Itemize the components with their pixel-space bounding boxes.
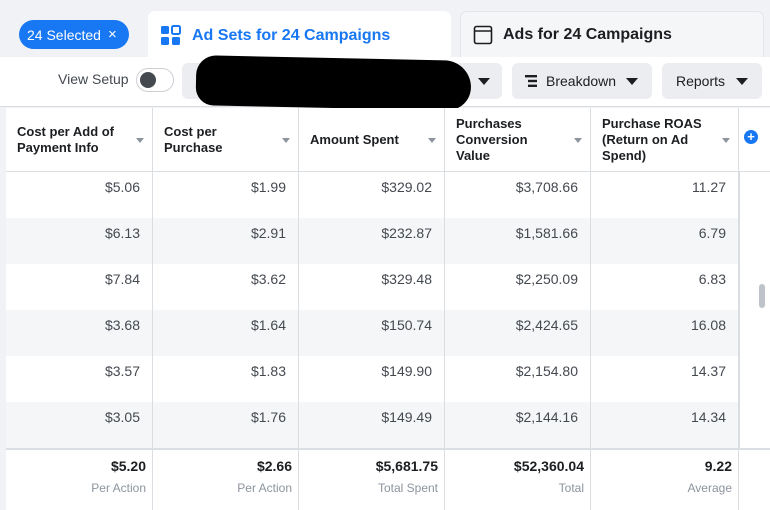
total-label: Total [558,481,584,495]
table-cell: $2.91 [153,218,299,264]
scroll-track[interactable] [739,172,770,448]
table-cell: 11.27 [591,172,739,218]
table-cell: 14.34 [591,402,739,448]
column-header-label: Cost per Purchase [164,124,223,155]
view-setup-toggle[interactable] [136,68,174,92]
total-value: 9.22 [704,458,732,474]
sort-icon[interactable] [574,138,582,143]
reports-label: Reports [676,73,726,89]
total-label: Total Spent [377,481,438,495]
column-header-label: Purchase ROAS (Return on Ad Spend) [602,116,702,163]
tab-bar: 24 Selected × Ad Sets for 24 Campaigns A… [0,0,770,61]
table-row[interactable]: $6.13 $2.91 $232.87 $1,581.66 6.79 [6,218,739,264]
total-value: $5,681.75 [375,458,438,474]
column-header[interactable]: Amount Spent [299,108,445,172]
selection-pill[interactable]: 24 Selected × [19,20,129,49]
grid-icon [160,25,182,47]
table-cell: $329.48 [299,264,445,310]
scrollbar-thumb[interactable] [759,284,765,308]
table-cell: $2,154.80 [445,356,591,402]
total-cell: $5,681.75 Total Spent [299,450,445,510]
column-header[interactable]: Purchase ROAS (Return on Ad Spend) [591,108,739,172]
total-cell: $5.20 Per Action [6,450,153,510]
column-header-label: Amount Spent [310,132,399,147]
table-cell: $7.84 [6,264,153,310]
reports-dropdown[interactable]: Reports [662,63,762,99]
column-header-label: Cost per Add of Payment Info [17,124,115,155]
total-label: Per Action [237,481,292,495]
total-value: $52,360.04 [513,458,584,474]
table-cell: $2,424.65 [445,310,591,356]
table-cell: 6.79 [591,218,739,264]
table-cell: $3.05 [6,402,153,448]
column-header[interactable]: Cost per Add of Payment Info [6,108,153,172]
table-cell: $3,708.66 [445,172,591,218]
table-cell: $149.49 [299,402,445,448]
table-cell: $6.13 [6,218,153,264]
view-setup-label: View Setup [58,71,129,87]
table-cell: $2,144.16 [445,402,591,448]
table-cell: $3.57 [6,356,153,402]
totals-row: $5.20 Per Action $2.66 Per Action $5,681.75 T… [6,448,770,510]
redaction-mark [195,55,472,111]
table-cell: $329.02 [299,172,445,218]
column-header[interactable]: Purchases Conversion Value [445,108,591,172]
column-header-label: Purchases Conversion Value [456,116,528,163]
table-cell: $1.83 [153,356,299,402]
breakdown-dropdown[interactable]: Breakdown [512,63,652,99]
table-cell: $5.06 [6,172,153,218]
table-cell: $2,250.09 [445,264,591,310]
sort-icon[interactable] [136,138,144,143]
close-icon[interactable]: × [107,26,117,43]
table-row[interactable]: $3.05 $1.76 $149.49 $2,144.16 14.34 [6,402,739,448]
table-cell: $232.87 [299,218,445,264]
table-cell: $149.90 [299,356,445,402]
total-label: Average [687,481,732,495]
tab-label: Ads for 24 Campaigns [503,25,672,43]
table-row[interactable]: $3.57 $1.83 $149.90 $2,154.80 14.37 [6,356,739,402]
data-table: Cost per Add of Payment Info Cost per Pu… [6,108,770,510]
total-cell: 9.22 Average [591,450,739,510]
table-cell: $1.64 [153,310,299,356]
add-column-icon[interactable]: + [744,130,758,144]
toggle-knob [140,72,156,88]
selection-count: 24 Selected [27,26,101,43]
total-value: $2.66 [256,458,292,474]
column-header[interactable]: Cost per Purchase [153,108,299,172]
total-label: Per Action [91,481,146,495]
table-cell: $1,581.66 [445,218,591,264]
sort-icon[interactable] [428,138,436,143]
table-row[interactable]: $7.84 $3.62 $329.48 $2,250.09 6.83 [6,264,739,310]
window-icon [473,25,493,45]
table-cell: $3.68 [6,310,153,356]
tab-ad-sets[interactable]: Ad Sets for 24 Campaigns [148,11,451,61]
table-cell: 16.08 [591,310,739,356]
table-cell: $3.62 [153,264,299,310]
chevron-down-icon [736,78,748,85]
table-cell: $150.74 [299,310,445,356]
sort-icon[interactable] [282,138,290,143]
table-cell: $1.99 [153,172,299,218]
chevron-down-icon [478,78,490,85]
table-cell: $1.76 [153,402,299,448]
tab-ads[interactable]: Ads for 24 Campaigns [460,11,764,57]
breakdown-label: Breakdown [546,73,617,89]
total-cell: $2.66 Per Action [153,450,299,510]
table-row[interactable]: $5.06 $1.99 $329.02 $3,708.66 11.27 [6,172,739,218]
total-value: $5.20 [110,458,146,474]
breakdown-icon [524,74,538,88]
tab-label: Ad Sets for 24 Campaigns [192,27,391,44]
table-cell: 6.83 [591,264,739,310]
table-row[interactable]: $3.68 $1.64 $150.74 $2,424.65 16.08 [6,310,739,356]
table-cell: 14.37 [591,356,739,402]
total-cell: $52,360.04 Total [445,450,591,510]
sort-icon[interactable] [722,138,730,143]
chevron-down-icon [626,78,638,85]
table-header: Cost per Add of Payment Info Cost per Pu… [6,108,770,172]
